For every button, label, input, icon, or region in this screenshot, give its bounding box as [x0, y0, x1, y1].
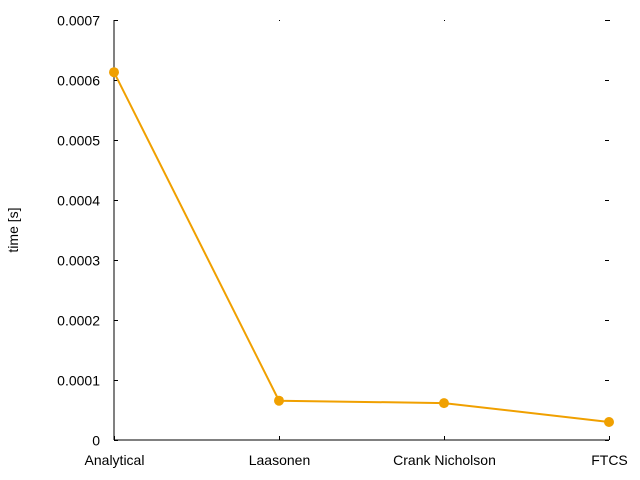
y-tick-label: 0.0002 [57, 313, 100, 329]
y-tick-label: 0.0004 [57, 193, 100, 209]
x-tick-label: Crank Nicholson [393, 452, 496, 468]
x-tick-label: Analytical [85, 452, 145, 468]
y-tick-label: 0 [92, 433, 100, 449]
data-point [439, 398, 449, 409]
y-axis-ticks: 0 0.0001 0.0002 0.0003 0.0004 0.0005 0.0006 0.0… [57, 13, 609, 449]
data-point [274, 395, 284, 406]
axes [113, 20, 609, 441]
data-point [109, 67, 119, 78]
x-axis-ticks: Analytical Laasonen Crank Nicholson FTCS [85, 20, 628, 468]
y-tick-label: 0.0003 [57, 253, 100, 269]
x-tick-label: Laasonen [249, 452, 311, 468]
y-tick-label: 0.0006 [57, 73, 100, 89]
y-tick-label: 0.0007 [57, 13, 100, 29]
y-tick-label: 0.0001 [57, 373, 100, 389]
data-point [604, 417, 614, 427]
series-line [113, 71, 610, 423]
data-series [109, 67, 614, 427]
y-tick-label: 0.0005 [57, 133, 100, 149]
y-axis-label: time [s] [5, 207, 21, 252]
x-tick-label: FTCS [591, 452, 628, 468]
